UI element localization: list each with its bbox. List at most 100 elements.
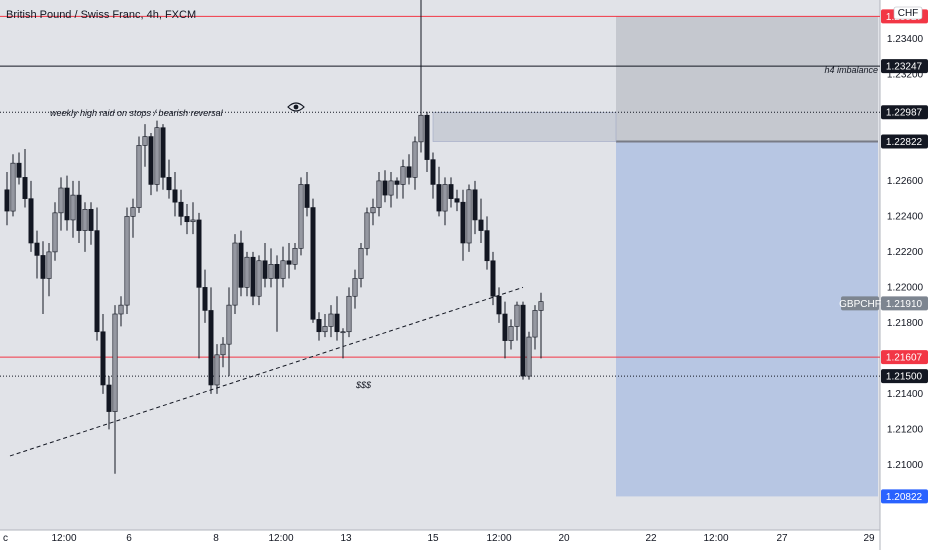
candle-body[interactable] <box>142 136 148 146</box>
candle-body[interactable] <box>322 326 328 333</box>
candle-body[interactable] <box>448 184 454 199</box>
candle-body[interactable] <box>232 242 238 306</box>
candle-body[interactable] <box>418 114 424 143</box>
price-axis[interactable] <box>880 0 932 550</box>
candle-body[interactable] <box>88 208 94 231</box>
candle-body[interactable] <box>148 136 154 185</box>
candle-body[interactable] <box>472 189 478 221</box>
candle-body[interactable] <box>226 304 232 345</box>
candle-body[interactable] <box>454 198 460 203</box>
price-badge: 1.21607 <box>886 353 923 364</box>
candle-body[interactable] <box>406 166 412 178</box>
candle-body[interactable] <box>16 162 22 178</box>
candle-body[interactable] <box>292 248 298 265</box>
candle-body[interactable] <box>238 242 244 288</box>
candle-body[interactable] <box>352 278 358 297</box>
candle-body[interactable] <box>214 354 220 386</box>
candle-body[interactable] <box>208 310 214 386</box>
candle-body[interactable] <box>190 219 196 223</box>
candle-body[interactable] <box>154 127 160 185</box>
candle-body[interactable] <box>364 212 370 249</box>
candle-body[interactable] <box>46 251 52 279</box>
candle-body[interactable] <box>520 304 526 377</box>
candle-body[interactable] <box>370 207 376 214</box>
candle-body[interactable] <box>94 230 100 333</box>
candle-body[interactable] <box>442 184 448 212</box>
candle-body[interactable] <box>4 189 10 212</box>
candle-body[interactable] <box>256 260 262 297</box>
price-badge: 1.22987 <box>886 108 923 119</box>
candle-body[interactable] <box>436 184 442 212</box>
candle-body[interactable] <box>52 212 58 253</box>
candle-body[interactable] <box>466 189 472 244</box>
candle-body[interactable] <box>250 256 256 297</box>
candle-body[interactable] <box>430 159 436 185</box>
candle-body[interactable] <box>538 301 544 311</box>
candle-body[interactable] <box>376 180 382 208</box>
candle-body[interactable] <box>310 207 316 320</box>
candle-body[interactable] <box>76 194 82 231</box>
candle-body[interactable] <box>64 187 70 221</box>
candle-body[interactable] <box>514 304 520 327</box>
candle-body[interactable] <box>400 166 406 185</box>
candle-body[interactable] <box>34 242 40 256</box>
candle-body[interactable] <box>106 384 112 412</box>
candle-body[interactable] <box>526 336 532 377</box>
eye-icon[interactable] <box>287 102 305 112</box>
candle-body[interactable] <box>178 201 184 217</box>
candle-body[interactable] <box>304 184 310 208</box>
currency-box[interactable] <box>893 6 923 20</box>
candle-body[interactable] <box>382 180 388 196</box>
candle-body[interactable] <box>298 184 304 249</box>
candle-body[interactable] <box>118 304 124 315</box>
candle-body[interactable] <box>136 145 142 208</box>
candle-body[interactable] <box>490 260 496 297</box>
candle-body[interactable] <box>532 310 538 338</box>
candle-body[interactable] <box>274 264 280 279</box>
candle-body[interactable] <box>286 260 292 265</box>
candle-body[interactable] <box>112 313 118 412</box>
candle-body[interactable] <box>40 255 46 279</box>
candle-body[interactable] <box>196 219 202 288</box>
candle-body[interactable] <box>502 313 508 341</box>
candle-body[interactable] <box>388 180 394 196</box>
candle-body[interactable] <box>244 256 250 288</box>
candle-body[interactable] <box>28 198 34 244</box>
candle-body[interactable] <box>358 248 364 279</box>
y-tick-label: 1.21400 <box>887 389 924 400</box>
candle-body[interactable] <box>424 114 430 160</box>
candle-body[interactable] <box>124 216 130 306</box>
candle-body[interactable] <box>202 287 208 311</box>
candle-body[interactable] <box>10 162 16 212</box>
candle-body[interactable] <box>82 208 88 231</box>
candle-body[interactable] <box>100 331 106 386</box>
candle-body[interactable] <box>262 260 268 279</box>
candle-body[interactable] <box>460 201 466 244</box>
candle-body[interactable] <box>220 343 226 356</box>
candle-body[interactable] <box>160 127 166 178</box>
candle-body[interactable] <box>22 177 28 199</box>
candle-body[interactable] <box>496 295 502 315</box>
candle-body[interactable] <box>508 326 514 341</box>
candle-body[interactable] <box>478 219 484 231</box>
candle-body[interactable] <box>166 177 172 191</box>
candle-body[interactable] <box>58 187 64 214</box>
candle-body[interactable] <box>130 207 136 217</box>
candle-body[interactable] <box>328 313 334 327</box>
time-axis[interactable] <box>0 530 880 550</box>
candle-body[interactable] <box>184 216 190 223</box>
candle-body[interactable] <box>70 194 76 221</box>
candle-body[interactable] <box>412 141 418 178</box>
candle-body[interactable] <box>340 331 346 334</box>
candle-body[interactable] <box>280 260 286 279</box>
candle-body[interactable] <box>334 313 340 333</box>
candle-body[interactable] <box>268 264 274 279</box>
candle-body[interactable] <box>172 189 178 203</box>
candle-body[interactable] <box>346 295 352 333</box>
candle-body[interactable] <box>394 180 400 185</box>
candle-body[interactable] <box>316 319 322 333</box>
candle-body[interactable] <box>484 230 490 262</box>
trendline[interactable] <box>9 286 524 457</box>
